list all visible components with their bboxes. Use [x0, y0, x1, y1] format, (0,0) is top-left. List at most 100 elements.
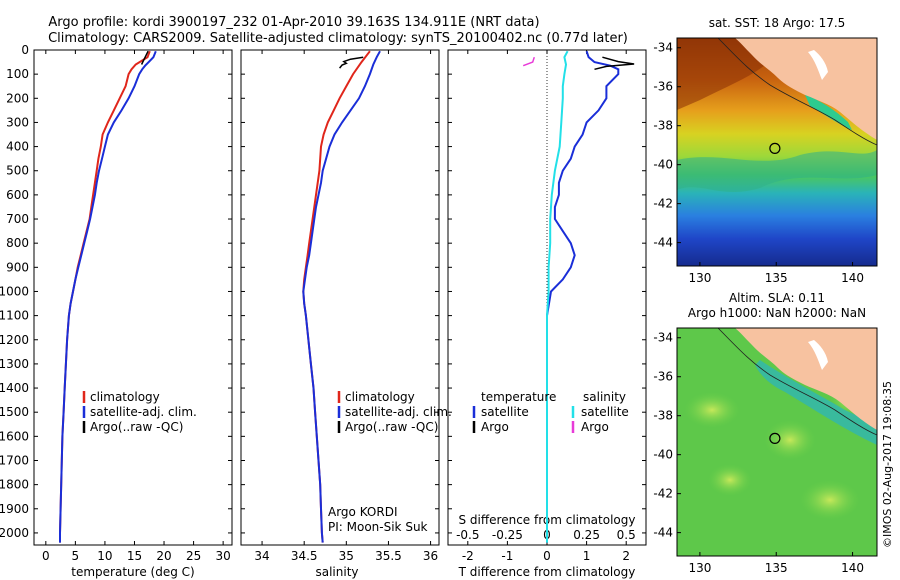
map-lat-tick-label: -38: [653, 119, 673, 133]
temperature-tick-label: 30: [215, 549, 230, 563]
t-difference-tick-label: -1: [501, 549, 513, 563]
s-difference-satellite-line: [546, 50, 569, 543]
sla-gulf-water: [808, 340, 828, 370]
temperature-tick-label: 5: [72, 549, 80, 563]
depth-tick-label: 1500: [0, 405, 29, 419]
difference-legend: temperature salinity satellite Argo sate…: [472, 390, 629, 434]
temperature-tick-label: 25: [186, 549, 201, 563]
argo-location-marker: [769, 142, 781, 154]
map-lat-tick-label: -42: [653, 487, 673, 501]
temperature-x-axis: 0 5 10 15 20 25 30: [42, 50, 231, 563]
salinity-tick-label: 35: [339, 549, 354, 563]
map-lat-tick-label: -36: [653, 80, 673, 94]
t-difference-satellite-line: [546, 50, 620, 543]
legend-label-argo: Argo(..raw -QC): [345, 420, 438, 434]
depth-tick-label: 1700: [0, 453, 29, 467]
sst-land: [735, 38, 877, 140]
depth-tick-label: 1900: [0, 502, 29, 516]
map-lon-tick-label: 135: [765, 271, 788, 285]
salinity-tick-label: 35.5: [375, 549, 402, 563]
depth-tick-label: 300: [6, 115, 29, 129]
legend-label-climatology: climatology: [90, 390, 160, 404]
salinity-climatology-line: [302, 50, 371, 543]
sst-gulf-water: [808, 50, 828, 80]
temperature-tick-label: 10: [97, 549, 112, 563]
t-difference-tick-label: 0: [543, 549, 551, 563]
map-lat-tick-label: -42: [653, 197, 673, 211]
temperature-climatology-line: [59, 50, 151, 543]
temperature-axis-label: temperature (deg C): [71, 565, 194, 579]
map-lon-tick-label: 140: [841, 271, 864, 285]
sla-map-title-line1: Altim. SLA: 0.11: [729, 291, 825, 305]
sla-map: [677, 328, 877, 556]
sst-coastal-strip: [805, 95, 852, 130]
sst-map-title: sat. SST: 18 Argo: 17.5: [709, 16, 846, 30]
depth-tick-label: 800: [6, 236, 29, 250]
legend-label-argo: Argo(..raw -QC): [90, 420, 183, 434]
sla-land: [735, 328, 877, 430]
map-lat-tick-label: -38: [653, 409, 673, 423]
sla-blob: [684, 392, 740, 428]
depth-tick-label: 1600: [0, 429, 29, 443]
legend-title-salinity: salinity: [583, 390, 626, 404]
depth-tick-label: 0: [21, 43, 29, 57]
argo-owner-annotation: Argo KORDI: [328, 505, 397, 519]
salinity-argo-line: [339, 56, 364, 69]
t-difference-argo-line: [594, 56, 635, 71]
map-lon-tick-label: 130: [688, 561, 711, 575]
map-lat-tick-label: -34: [653, 41, 673, 55]
sla-coastal-strip: [755, 360, 877, 445]
t-difference-x-axis: -2 -1 0 1 2: [462, 50, 630, 563]
map-lat-tick-label: -34: [653, 331, 673, 345]
figure-title-line1: Argo profile: kordi 3900197_232 01-Apr-2…: [48, 15, 539, 30]
map-lat-tick-label: -40: [653, 448, 673, 462]
legend-label-satellite: satellite-adj. clim.: [345, 405, 452, 419]
sla-blob: [708, 464, 752, 496]
depth-tick-label: 1100: [0, 309, 29, 323]
sst-shelf-contour: [717, 38, 877, 146]
legend-label-satellite: satellite-adj. clim.: [90, 405, 197, 419]
depth-tick-label: 900: [6, 260, 29, 274]
depth-tick-label: 1400: [0, 381, 29, 395]
s-difference-tick-label: 0.5: [617, 528, 636, 542]
s-difference-tick-label: -0.25: [492, 528, 523, 542]
map-lon-tick-label: 135: [765, 561, 788, 575]
legend-label-t-satellite: satellite: [481, 405, 529, 419]
t-difference-tick-label: -2: [462, 549, 474, 563]
sst-map-frame: [676, 37, 878, 267]
salinity-legend: climatology satellite-adj. clim. Argo(..…: [328, 390, 452, 534]
s-difference-argo-line: [522, 56, 536, 67]
depth-tick-label: 1300: [0, 357, 29, 371]
sst-map-axes: 130 135 140 -34 -36 -38 -40 -42 -44: [653, 41, 864, 285]
salinity-tick-label: 36: [423, 549, 438, 563]
depth-tick-label: 1200: [0, 333, 29, 347]
legend-label-climatology: climatology: [345, 390, 415, 404]
depth-tick-label: 700: [6, 212, 29, 226]
temperature-satellite-line: [59, 50, 157, 543]
depth-tick-label: 100: [6, 67, 29, 81]
temperature-tick-label: 15: [127, 549, 142, 563]
s-difference-tick-label: 0.25: [573, 528, 600, 542]
depth-tick-label: 400: [6, 140, 29, 154]
sla-map-title-line2: Argo h1000: NaN h2000: NaN: [688, 306, 866, 320]
salinity-tick-label: 34: [254, 549, 269, 563]
sla-map-frame: [676, 327, 878, 557]
salinity-x-axis: 34 34.5 35 35.5 36: [254, 50, 438, 563]
legend-title-temperature: temperature: [481, 390, 556, 404]
map-lon-tick-label: 140: [841, 561, 864, 575]
imos-watermark: ©IMOS 02-Aug-2017 19:08:35: [881, 381, 894, 548]
salinity-panel-frame: [240, 49, 440, 546]
map-lat-tick-label: -44: [653, 236, 673, 250]
salinity-satellite-line: [302, 50, 381, 543]
temperature-legend: climatology satellite-adj. clim. Argo(..…: [82, 390, 197, 434]
legend-label-s-satellite: satellite: [581, 405, 629, 419]
s-difference-tick-label: -0.5: [456, 528, 479, 542]
depth-axis: 0 100 200 300 400 500 600 700 800 900 1000 1100 1200…: [0, 43, 646, 540]
s-difference-x-axis: -0.5 -0.25 0 0.25 0.5: [456, 528, 636, 542]
sst-map: [677, 38, 877, 266]
legend-label-s-argo: Argo: [581, 420, 609, 434]
map-lat-tick-label: -40: [653, 158, 673, 172]
map-lat-tick-label: -36: [653, 370, 673, 384]
salinity-axis-label: salinity: [315, 565, 358, 579]
